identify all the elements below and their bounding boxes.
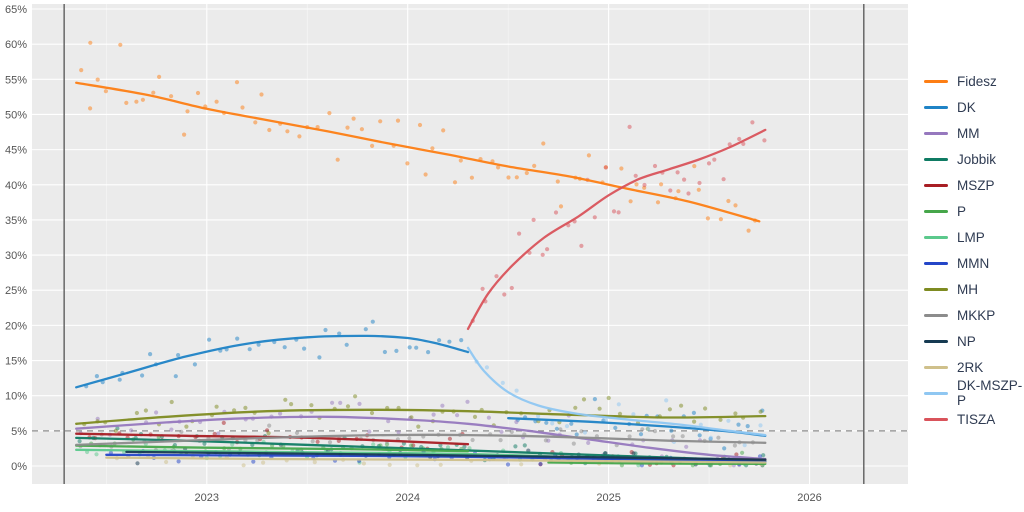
trend-line-mh bbox=[75, 408, 767, 425]
legend-swatch-fidesz bbox=[924, 79, 948, 83]
trend-line-dk bbox=[75, 334, 470, 389]
legend-item-mmn: MMN bbox=[924, 250, 1024, 276]
gridlines bbox=[32, 4, 908, 484]
legend-swatch-tisza bbox=[924, 417, 948, 421]
legend-swatch-p bbox=[924, 209, 948, 213]
y-tick-label: 20% bbox=[5, 320, 27, 332]
legend-label: MSZP bbox=[957, 177, 995, 193]
trend-line-p bbox=[75, 444, 470, 453]
legend-item-np: NP bbox=[924, 328, 1024, 354]
y-tick-label: 55% bbox=[5, 74, 27, 86]
legend-label: NP bbox=[957, 333, 976, 349]
x-tick-label: 2024 bbox=[395, 492, 419, 504]
legend-swatch-lmp bbox=[924, 235, 948, 239]
legend-swatch-dk-mszp-p bbox=[924, 391, 948, 395]
x-tick-label: 2023 bbox=[195, 492, 219, 504]
legend-label: 2RK bbox=[957, 359, 984, 375]
trend-line-fidesz bbox=[75, 81, 761, 223]
legend-item-mkkp: MKKP bbox=[924, 302, 1024, 328]
y-tick-label: 15% bbox=[5, 356, 27, 368]
y-tick-label: 65% bbox=[5, 4, 27, 16]
legend-swatch-mmn bbox=[924, 261, 948, 265]
y-tick-label: 25% bbox=[5, 285, 27, 297]
y-tick-label: 35% bbox=[5, 215, 27, 227]
scatter-points-tisza bbox=[470, 120, 767, 323]
trend-line-p bbox=[547, 461, 767, 466]
trend-line-2rk bbox=[105, 456, 767, 464]
y-tick-label: 5% bbox=[11, 426, 27, 438]
chart-panel bbox=[32, 4, 908, 484]
scatter-points-dk bbox=[84, 319, 765, 451]
trend-line-dk-mszp-p bbox=[466, 346, 767, 437]
legend-swatch-mm bbox=[924, 131, 948, 135]
legend-item-jobbik: Jobbik bbox=[924, 146, 1024, 172]
legend-swatch-mh bbox=[924, 287, 948, 291]
legend-label: TISZA bbox=[957, 411, 996, 427]
trend-line-np bbox=[125, 450, 767, 461]
legend-item-p: P bbox=[924, 198, 1024, 224]
x-tick-label: 2025 bbox=[596, 492, 620, 504]
legend-item-dk-mszp-p: DK-MSZP-P bbox=[924, 378, 1024, 408]
legend-label: LMP bbox=[957, 229, 985, 245]
legend-label: Fidesz bbox=[957, 73, 997, 89]
legend: Fidesz DK MM Jobbik MSZP P LMP MMN MH MKKP NP 2RK DK… bbox=[924, 68, 1024, 432]
x-axis-tick-labels: 2023 2024 2025 2026 bbox=[195, 492, 822, 504]
legend-label: MM bbox=[957, 125, 980, 141]
legend-swatch-jobbik bbox=[924, 157, 948, 161]
trend-line-tisza bbox=[466, 128, 767, 331]
legend-label: Jobbik bbox=[957, 151, 997, 167]
trend-line-mkkp bbox=[75, 433, 767, 447]
trend-line-mmn bbox=[105, 453, 767, 463]
y-tick-label: 45% bbox=[5, 145, 27, 157]
legend-item-tisza: TISZA bbox=[924, 406, 1024, 432]
legend-swatch-np bbox=[924, 339, 948, 343]
x-tick-label: 2026 bbox=[797, 492, 821, 504]
legend-item-fidesz: Fidesz bbox=[924, 68, 1024, 94]
y-tick-label: 40% bbox=[5, 180, 27, 192]
legend-swatch-2rk bbox=[924, 365, 948, 369]
legend-label: DK bbox=[957, 99, 976, 115]
legend-label: MKKP bbox=[957, 307, 996, 323]
legend-swatch-dk bbox=[924, 105, 948, 109]
legend-item-mszp: MSZP bbox=[924, 172, 1024, 198]
legend-item-2rk: 2RK bbox=[924, 354, 1024, 380]
legend-item-dk: DK bbox=[924, 94, 1024, 120]
legend-item-mm: MM bbox=[924, 120, 1024, 146]
legend-label: MH bbox=[957, 281, 978, 297]
legend-label: P bbox=[957, 203, 967, 219]
legend-label: DK-MSZP-P bbox=[957, 378, 1023, 408]
y-tick-label: 60% bbox=[5, 39, 27, 51]
legend-item-mh: MH bbox=[924, 276, 1024, 302]
y-tick-label: 10% bbox=[5, 391, 27, 403]
legend-swatch-mkkp bbox=[924, 313, 948, 317]
y-axis-tick-labels: 0% 5% 10% 15% 20% 25% 30% 35% 40% 45% 50% 55% 60% 65% bbox=[5, 4, 27, 473]
y-tick-label: 30% bbox=[5, 250, 27, 262]
y-tick-label: 0% bbox=[11, 461, 27, 473]
y-tick-label: 50% bbox=[5, 109, 27, 121]
legend-swatch-mszp bbox=[924, 183, 948, 187]
legend-item-lmp: LMP bbox=[924, 224, 1024, 250]
legend-label: MMN bbox=[957, 255, 990, 271]
trend-line-mm bbox=[75, 415, 767, 461]
